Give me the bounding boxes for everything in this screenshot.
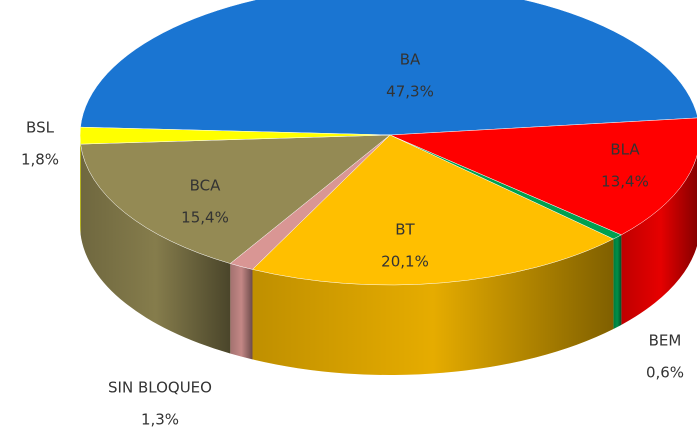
slice-label: BT (395, 221, 415, 239)
side-shade (613, 234, 622, 330)
slice-value-label: 15,4% (181, 209, 229, 227)
slice-label: SIN BLOQUEO (108, 379, 212, 397)
slice (80, 134, 391, 264)
side-shade (80, 135, 81, 235)
slice-value-label: 1,3% (141, 411, 179, 429)
slice-value-label: 0,6% (646, 364, 684, 382)
slice-label: BA (400, 51, 421, 69)
slice-value-label: 13,4% (601, 173, 649, 191)
slice-value-label: 20,1% (381, 253, 429, 271)
slice (80, 0, 697, 136)
side-shade (252, 239, 614, 375)
side-shade (230, 263, 253, 360)
side-shade (621, 155, 697, 325)
slice (389, 117, 697, 236)
slice-label: BEM (649, 332, 682, 350)
side-shade (80, 144, 231, 354)
slice-label: BSL (26, 119, 55, 137)
slice-label: BLA (610, 141, 640, 159)
slice (251, 134, 614, 286)
slice-label: BCA (190, 177, 222, 195)
slice (79, 126, 391, 145)
slice-value-label: 47,3% (386, 83, 434, 101)
slice-value-label: 1,8% (21, 151, 59, 169)
